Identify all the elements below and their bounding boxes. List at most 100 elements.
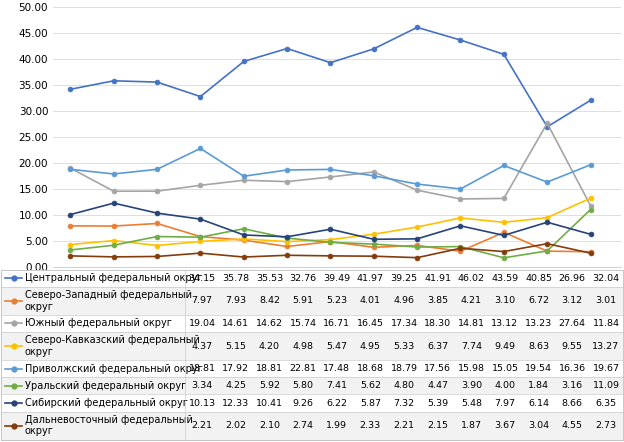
- Text: 15.98: 15.98: [458, 364, 485, 373]
- Text: 3.90: 3.90: [461, 381, 482, 390]
- Text: 16.45: 16.45: [357, 319, 384, 328]
- Text: 2.02: 2.02: [225, 421, 246, 430]
- Text: 13.27: 13.27: [592, 342, 620, 351]
- Text: 18.81: 18.81: [188, 364, 216, 373]
- Text: 2.10: 2.10: [259, 421, 280, 430]
- Text: 1.87: 1.87: [461, 421, 482, 430]
- Text: 13.23: 13.23: [525, 319, 552, 328]
- Text: 10.13: 10.13: [188, 399, 216, 408]
- Text: 9.26: 9.26: [293, 399, 314, 408]
- Text: 22.81: 22.81: [290, 364, 316, 373]
- Text: 17.34: 17.34: [391, 319, 417, 328]
- Text: 4.20: 4.20: [259, 342, 280, 351]
- Text: Уральский федеральный округ: Уральский федеральный округ: [25, 381, 186, 391]
- Text: 3.34: 3.34: [192, 381, 213, 390]
- Text: 34.15: 34.15: [188, 274, 216, 283]
- Text: 2.74: 2.74: [293, 421, 314, 430]
- Text: 19.04: 19.04: [188, 319, 216, 328]
- Text: 3.85: 3.85: [427, 296, 448, 305]
- Text: 6.14: 6.14: [528, 399, 549, 408]
- Text: 12.33: 12.33: [222, 399, 250, 408]
- Text: 4.37: 4.37: [192, 342, 213, 351]
- Text: 2.33: 2.33: [360, 421, 381, 430]
- Text: 4.80: 4.80: [394, 381, 414, 390]
- Text: 3.10: 3.10: [494, 296, 515, 305]
- Text: 43.59: 43.59: [492, 274, 519, 283]
- Text: 6.35: 6.35: [595, 399, 617, 408]
- Text: Приволжский федеральный округ: Приволжский федеральный округ: [25, 364, 203, 374]
- Text: Южный федеральный округ: Южный федеральный округ: [25, 319, 172, 328]
- Text: 41.97: 41.97: [357, 274, 384, 283]
- Text: 13.12: 13.12: [492, 319, 519, 328]
- Text: 5.48: 5.48: [461, 399, 482, 408]
- Text: 39.49: 39.49: [323, 274, 350, 283]
- Text: Северо-Кавказский федеральный
округ: Северо-Кавказский федеральный округ: [25, 335, 200, 357]
- Text: 7.74: 7.74: [461, 342, 482, 351]
- Text: 6.22: 6.22: [326, 399, 347, 408]
- Text: 6.37: 6.37: [427, 342, 448, 351]
- Text: 17.56: 17.56: [424, 364, 451, 373]
- Text: 16.71: 16.71: [323, 319, 350, 328]
- Text: Дальневосточный федеральный
округ: Дальневосточный федеральный округ: [25, 415, 193, 437]
- Text: 5.92: 5.92: [259, 381, 280, 390]
- Text: 8.66: 8.66: [562, 399, 583, 408]
- Text: 26.96: 26.96: [558, 274, 586, 283]
- Text: 15.05: 15.05: [492, 364, 519, 373]
- Text: 8.42: 8.42: [259, 296, 280, 305]
- Text: 17.92: 17.92: [222, 364, 250, 373]
- Text: 5.87: 5.87: [360, 399, 381, 408]
- Text: 7.97: 7.97: [192, 296, 213, 305]
- Text: 4.47: 4.47: [427, 381, 448, 390]
- Text: 1.99: 1.99: [326, 421, 347, 430]
- Text: 7.32: 7.32: [394, 399, 414, 408]
- Text: 3.12: 3.12: [562, 296, 583, 305]
- Text: 17.48: 17.48: [323, 364, 350, 373]
- Text: 7.41: 7.41: [326, 381, 347, 390]
- Text: 4.95: 4.95: [360, 342, 381, 351]
- Text: 40.85: 40.85: [525, 274, 552, 283]
- Text: 5.15: 5.15: [225, 342, 246, 351]
- Text: 6.72: 6.72: [528, 296, 549, 305]
- Text: 5.80: 5.80: [293, 381, 314, 390]
- Text: 4.55: 4.55: [562, 421, 583, 430]
- Text: 3.16: 3.16: [562, 381, 583, 390]
- Text: 5.62: 5.62: [360, 381, 381, 390]
- Text: 32.04: 32.04: [592, 274, 620, 283]
- Text: 35.53: 35.53: [256, 274, 283, 283]
- Text: 8.63: 8.63: [528, 342, 549, 351]
- Text: 14.62: 14.62: [256, 319, 283, 328]
- Text: 32.76: 32.76: [290, 274, 316, 283]
- Text: 4.96: 4.96: [394, 296, 414, 305]
- Text: 35.78: 35.78: [222, 274, 250, 283]
- Text: 14.61: 14.61: [222, 319, 250, 328]
- Text: 5.33: 5.33: [393, 342, 415, 351]
- Text: 9.49: 9.49: [494, 342, 515, 351]
- Text: 7.93: 7.93: [225, 296, 246, 305]
- Text: 4.00: 4.00: [494, 381, 515, 390]
- Text: 2.73: 2.73: [595, 421, 617, 430]
- Text: 2.21: 2.21: [192, 421, 213, 430]
- Text: 5.23: 5.23: [326, 296, 348, 305]
- Text: 3.01: 3.01: [595, 296, 617, 305]
- Text: Сибирский федеральный округ: Сибирский федеральный округ: [25, 398, 188, 408]
- Text: 4.01: 4.01: [360, 296, 381, 305]
- Text: 14.81: 14.81: [458, 319, 485, 328]
- Text: 18.68: 18.68: [357, 364, 384, 373]
- Text: 46.02: 46.02: [458, 274, 485, 283]
- Text: 41.91: 41.91: [424, 274, 451, 283]
- Text: 19.67: 19.67: [592, 364, 620, 373]
- Text: 5.91: 5.91: [293, 296, 314, 305]
- Text: Центральный федеральный округ: Центральный федеральный округ: [25, 273, 202, 283]
- Text: 7.97: 7.97: [494, 399, 515, 408]
- Text: 2.21: 2.21: [394, 421, 414, 430]
- Text: 3.67: 3.67: [494, 421, 515, 430]
- Text: 11.84: 11.84: [592, 319, 620, 328]
- Text: 19.54: 19.54: [525, 364, 552, 373]
- Text: 39.25: 39.25: [391, 274, 417, 283]
- Text: 16.36: 16.36: [558, 364, 586, 373]
- Text: 10.41: 10.41: [256, 399, 283, 408]
- Text: 11.09: 11.09: [592, 381, 620, 390]
- Text: 5.47: 5.47: [326, 342, 347, 351]
- Text: 15.74: 15.74: [290, 319, 316, 328]
- Text: 18.79: 18.79: [391, 364, 417, 373]
